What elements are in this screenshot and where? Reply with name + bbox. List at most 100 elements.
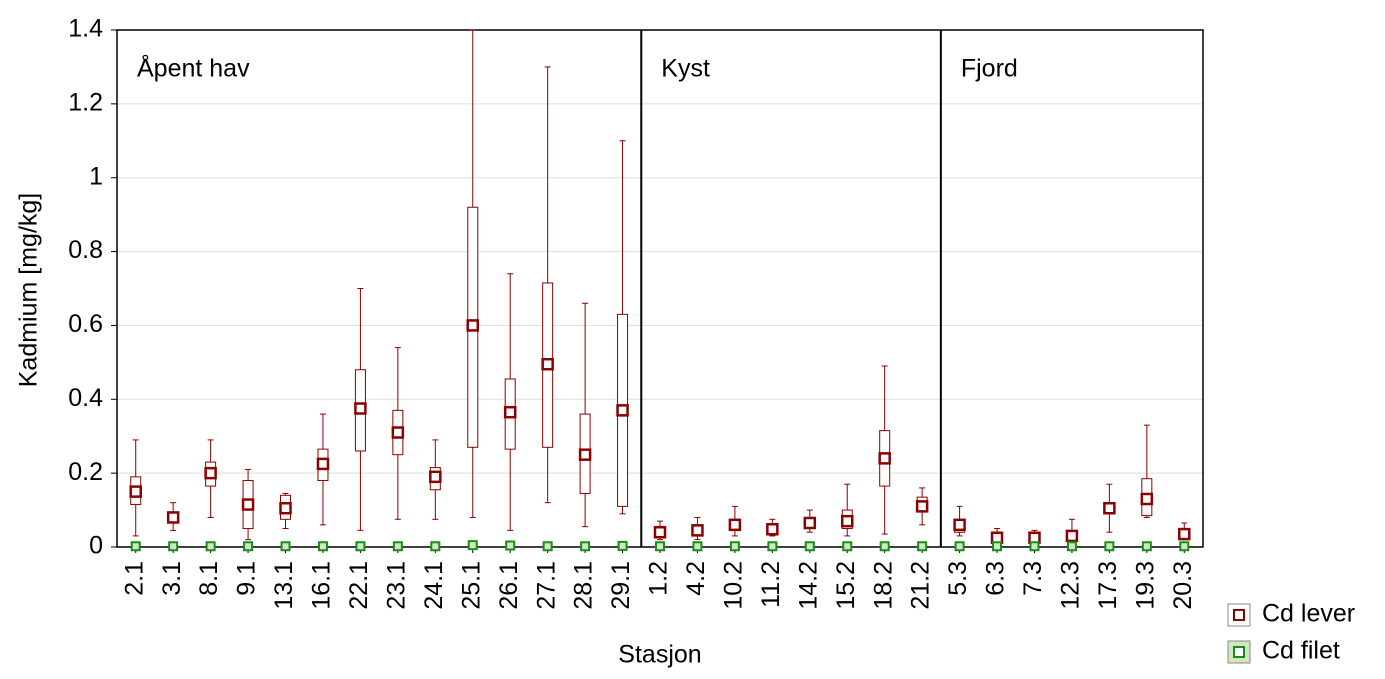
x-tick-label: 21.2	[907, 561, 935, 610]
median-marker	[354, 402, 367, 415]
x-tick-label: 8.1	[195, 561, 223, 596]
median-marker	[803, 516, 817, 530]
x-tick-label: 18.2	[869, 561, 897, 610]
filet-marker	[430, 541, 441, 552]
filet-marker	[467, 540, 478, 551]
filet-marker	[542, 541, 553, 552]
legend-label: Cd filet	[1262, 637, 1340, 665]
filet-marker	[692, 541, 703, 552]
filet-marker	[617, 540, 628, 551]
median-marker	[279, 501, 292, 515]
filet-marker	[392, 541, 403, 552]
x-tick-label: 13.1	[270, 561, 298, 610]
x-tick-label: 27.1	[532, 561, 560, 610]
legend-swatch-marker	[1233, 609, 1245, 621]
x-tick-label: 29.1	[607, 561, 635, 610]
x-tick-label: 5.3	[944, 561, 972, 596]
median-marker	[691, 524, 704, 537]
median-marker	[1178, 527, 1191, 541]
x-tick-label: 16.1	[308, 561, 336, 610]
median-marker	[391, 426, 405, 439]
group-label: Åpent hav	[137, 53, 250, 83]
median-marker	[129, 485, 142, 498]
y-tick-label: 0.2	[68, 458, 103, 486]
x-tick-label: 24.1	[420, 561, 448, 610]
filet-marker	[804, 541, 815, 552]
filet-marker	[1029, 541, 1040, 552]
filet-marker	[130, 541, 141, 552]
median-marker	[616, 404, 629, 417]
y-tick-label: 0.6	[68, 310, 103, 338]
y-tick-label: 0.4	[68, 384, 103, 412]
x-tick-label: 25.1	[457, 561, 485, 610]
filet-marker	[729, 541, 740, 552]
median-marker	[316, 457, 330, 471]
x-tick-label: 11.2	[757, 561, 785, 608]
x-tick-label: 14.2	[794, 561, 822, 610]
filet-marker	[917, 541, 928, 552]
median-marker	[204, 466, 217, 480]
filet-marker	[1179, 541, 1190, 552]
y-tick-label: 1	[89, 162, 103, 190]
median-marker	[878, 452, 891, 465]
x-tick-label: 28.1	[570, 561, 598, 610]
filet-marker	[954, 541, 965, 552]
x-axis-title: Stasjon	[618, 641, 701, 669]
median-marker	[429, 470, 442, 484]
x-tick-label: 7.3	[1019, 561, 1047, 596]
x-tick-label: 19.3	[1131, 561, 1159, 610]
median-marker	[1103, 501, 1116, 515]
filet-marker	[243, 541, 254, 552]
y-axis-title: Kadmium [mg/kg]	[15, 193, 43, 388]
median-marker	[915, 500, 929, 513]
filet-marker	[879, 541, 890, 552]
filet-marker	[355, 541, 366, 552]
median-marker	[766, 523, 779, 536]
filet-marker	[842, 541, 853, 552]
plot-frame	[116, 29, 1204, 548]
median-marker	[840, 514, 854, 528]
legend-label: Cd lever	[1262, 600, 1355, 628]
filet-marker	[505, 540, 516, 551]
median-marker	[728, 518, 742, 532]
x-tick-label: 3.1	[158, 561, 186, 596]
x-tick-label: 2.1	[120, 561, 148, 596]
x-tick-label: 9.1	[233, 561, 261, 596]
median-marker	[503, 405, 517, 419]
median-marker	[1065, 529, 1079, 543]
filet-marker	[1141, 541, 1152, 552]
median-marker	[953, 518, 966, 532]
x-tick-label: 17.3	[1094, 561, 1122, 610]
x-tick-label: 4.2	[682, 561, 710, 596]
y-tick-label: 0.8	[68, 236, 103, 264]
median-marker	[166, 511, 180, 524]
filet-marker	[317, 541, 328, 552]
filet-marker	[767, 541, 778, 552]
filet-marker	[280, 541, 291, 552]
x-tick-label: 26.1	[495, 561, 523, 610]
filet-marker	[1104, 541, 1115, 552]
x-tick-label: 10.2	[720, 561, 748, 610]
median-marker	[466, 319, 480, 332]
median-marker	[653, 525, 667, 539]
x-tick-label: 12.3	[1057, 561, 1085, 610]
filet-marker	[1066, 541, 1077, 552]
filet-marker	[205, 541, 216, 552]
median-marker	[541, 357, 554, 371]
group-label: Fjord	[961, 55, 1018, 83]
filet-marker	[580, 541, 591, 552]
x-tick-label: 6.3	[982, 561, 1010, 596]
median-marker	[241, 498, 255, 511]
x-tick-label: 20.3	[1169, 561, 1197, 610]
filet-marker	[655, 541, 665, 552]
median-marker	[578, 448, 592, 461]
median-marker	[1140, 492, 1154, 506]
y-tick-label: 0	[89, 532, 103, 560]
y-tick-label: 1.2	[68, 88, 103, 116]
y-tick-label: 1.4	[68, 15, 103, 43]
x-tick-label: 22.1	[345, 561, 373, 610]
group-label: Kyst	[661, 55, 710, 83]
x-tick-label: 23.1	[382, 561, 410, 610]
filet-marker	[992, 541, 1003, 552]
